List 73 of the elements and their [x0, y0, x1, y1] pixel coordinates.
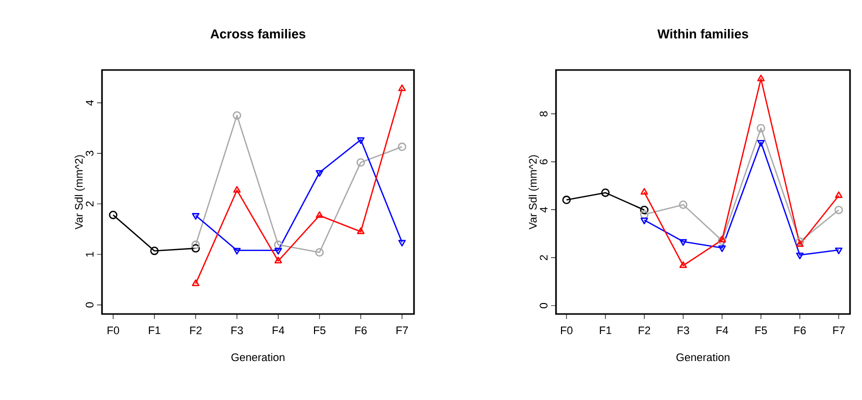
- y-tick-label: 2: [86, 201, 94, 206]
- point: [796, 240, 804, 247]
- x-tick-label: F0: [561, 326, 572, 334]
- point: [274, 248, 282, 255]
- x-tick-label: F6: [794, 326, 806, 334]
- point: [357, 137, 365, 144]
- x-tick-label: F5: [314, 326, 326, 334]
- point: [233, 248, 241, 255]
- x-tick-label: F2: [638, 326, 650, 334]
- x-tick-label: F4: [272, 326, 284, 334]
- x-tick-label: F7: [396, 326, 408, 334]
- point: [757, 74, 765, 82]
- point: [191, 244, 200, 253]
- point: [718, 245, 726, 252]
- point: [316, 211, 324, 218]
- x-tick-label: F2: [190, 326, 202, 334]
- point: [757, 140, 765, 147]
- y-tick-label: 4: [86, 100, 94, 106]
- point: [640, 218, 648, 224]
- chart-title: Within families: [657, 28, 748, 38]
- x-tick-label: F1: [600, 326, 612, 334]
- point: [398, 84, 406, 92]
- point: [640, 188, 648, 195]
- point: [796, 252, 804, 260]
- x-tick-label: F1: [148, 326, 160, 334]
- y-tick-label: 3: [86, 150, 94, 156]
- point: [191, 240, 200, 250]
- y-tick-label: 2: [540, 255, 548, 260]
- x-tick-label: F0: [108, 326, 120, 334]
- y-tick-label: 0: [86, 302, 94, 308]
- x-tick-label: F3: [231, 326, 243, 334]
- point: [192, 213, 200, 220]
- point: [718, 236, 726, 245]
- point: [679, 239, 687, 246]
- point: [601, 188, 610, 197]
- y-tick-label: 8: [540, 111, 548, 116]
- y-tick-label: 1: [86, 252, 94, 257]
- point: [232, 111, 242, 120]
- y-tick-label: 4: [540, 207, 548, 213]
- x-tick-label: F3: [678, 326, 690, 334]
- point: [562, 196, 571, 204]
- point: [398, 240, 406, 246]
- y-tick-label: 0: [540, 303, 548, 308]
- point: [834, 191, 842, 198]
- point: [316, 170, 324, 177]
- y-axis-title: Var Sdl (mm^2): [74, 155, 85, 230]
- point: [640, 206, 649, 214]
- point: [718, 236, 726, 242]
- point: [834, 248, 842, 254]
- x-tick-label: F5: [755, 326, 767, 334]
- point: [398, 142, 406, 152]
- x-axis-title: Generation: [231, 353, 284, 362]
- point: [640, 210, 649, 219]
- point: [108, 210, 118, 220]
- point: [233, 186, 241, 193]
- x-tick-label: F7: [833, 326, 845, 334]
- x-tick-label: F4: [716, 326, 728, 334]
- point: [274, 256, 282, 264]
- point: [678, 200, 688, 209]
- point: [756, 124, 766, 132]
- point: [796, 237, 804, 246]
- y-tick-label: 6: [540, 159, 548, 164]
- point: [357, 227, 365, 234]
- point: [679, 261, 687, 268]
- y-axis-title: Var Sdl (mm^2): [528, 155, 539, 230]
- point: [192, 279, 200, 286]
- point: [356, 158, 365, 167]
- point: [150, 246, 159, 256]
- point: [315, 248, 324, 257]
- chart-title: Across families: [210, 28, 306, 38]
- x-tick-label: F6: [355, 326, 367, 334]
- x-axis-title: Generation: [676, 353, 730, 362]
- point: [834, 206, 843, 214]
